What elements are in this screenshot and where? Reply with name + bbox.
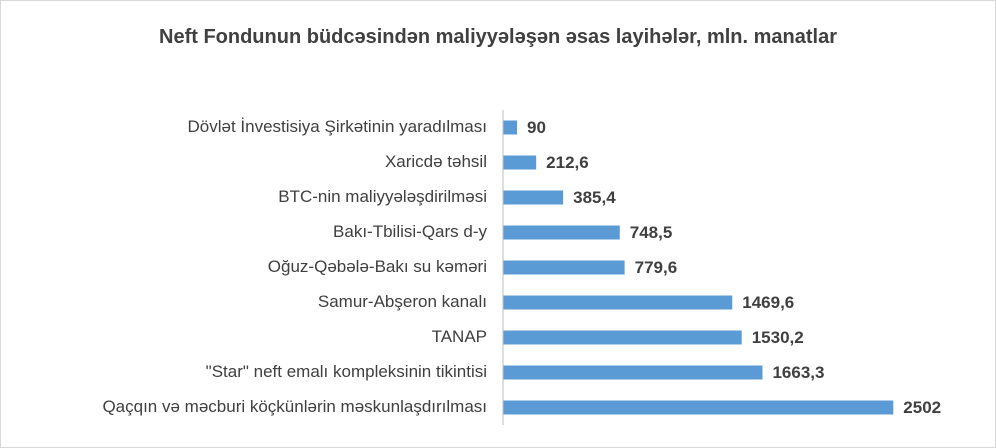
bar [503, 295, 733, 310]
bar [503, 260, 625, 275]
y-tick-label: Xaricdə təhsil [385, 152, 487, 171]
y-tick-label: Dövlət İnvestisiya Şirkətinin yaradılmas… [187, 117, 487, 136]
data-label: 1469,6 [742, 293, 794, 312]
bar [503, 155, 537, 170]
data-label: 90 [527, 118, 546, 137]
y-tick-label: TANAP [432, 327, 487, 346]
bar [503, 225, 620, 240]
y-tick-label: Samur-Abşeron kanalı [318, 292, 487, 311]
bar [503, 120, 518, 135]
data-label: 212,6 [546, 153, 589, 172]
bar [503, 330, 742, 345]
y-tick-label: BTC-nin maliyyələşdirilməsi [278, 187, 487, 206]
y-tick-label: Qaçqın və məcburi köçkünlərin məskunlaşd… [102, 397, 487, 416]
bar [503, 400, 894, 415]
data-label: 748,5 [630, 223, 673, 242]
y-tick-label: Oğuz-Qəbələ-Bakı su kəməri [268, 257, 487, 276]
data-label: 1663,3 [772, 363, 824, 382]
data-label: 385,4 [573, 188, 616, 207]
data-label: 1530,2 [752, 328, 804, 347]
bar [503, 365, 763, 380]
bar [503, 190, 564, 205]
data-label: 779,6 [635, 258, 678, 277]
data-label: 2502 [903, 398, 941, 417]
y-tick-label: Bakı-Tbilisi-Qars d-y [333, 222, 487, 241]
y-tick-label: "Star" neft emalı kompleksinin tikintisi [206, 362, 487, 381]
chart-title: Neft Fondunun büdcəsindən maliyyələşən ə… [159, 26, 837, 48]
